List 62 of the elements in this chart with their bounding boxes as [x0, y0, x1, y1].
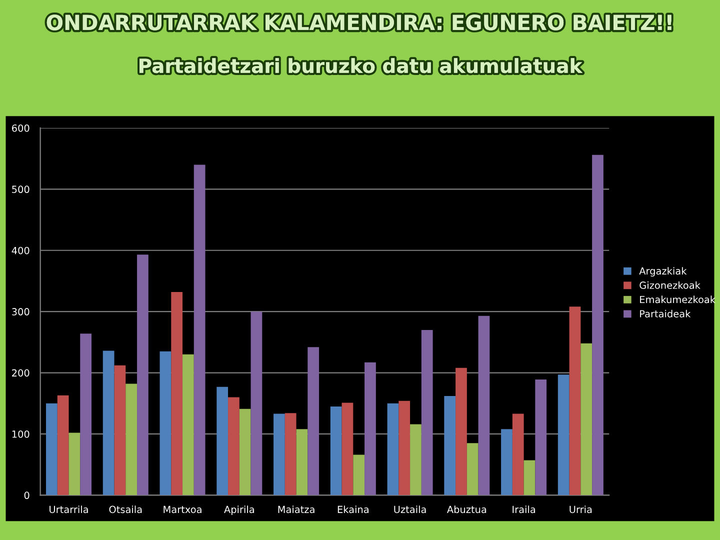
bar	[512, 414, 524, 496]
y-tick-label: 400	[12, 246, 30, 254]
bar	[558, 374, 570, 496]
bar	[478, 316, 490, 496]
legend-label: Partaideak	[640, 310, 691, 318]
bar	[46, 403, 58, 496]
bar	[274, 414, 285, 496]
bar	[501, 429, 512, 496]
bar	[284, 413, 296, 496]
x-tick-label: Urtarrila	[50, 506, 88, 514]
bar	[524, 460, 536, 496]
bar	[250, 312, 262, 496]
chart-title: ONDARRUTARRAK KALAMENDIRA: EGUNERO BAIETZ!!	[46, 14, 672, 30]
bar	[57, 395, 69, 496]
y-tick-label: 300	[12, 308, 30, 316]
y-tick-label: 600	[12, 124, 30, 132]
bar	[171, 292, 183, 496]
bar	[364, 362, 376, 496]
bar	[421, 330, 433, 496]
bar	[228, 397, 240, 496]
bar	[182, 354, 194, 496]
legend-label: Gizonezkoak	[640, 281, 700, 289]
bar	[102, 350, 114, 496]
bar	[398, 400, 410, 496]
bar	[387, 403, 399, 496]
bar	[126, 384, 138, 496]
bar	[466, 443, 478, 496]
bar	[308, 347, 320, 496]
y-tick-label: 500	[12, 186, 30, 194]
bar	[296, 429, 308, 496]
bar	[342, 402, 354, 496]
bar	[68, 432, 80, 496]
x-tick-label: Martxoa	[164, 506, 202, 514]
x-tick-label: Maiatza	[278, 506, 314, 514]
bar	[456, 368, 467, 496]
bar	[592, 154, 604, 496]
bar	[216, 386, 228, 496]
x-tick-label: Urria	[570, 506, 592, 514]
bar	[160, 351, 172, 496]
bar	[80, 334, 92, 496]
legend-label: Argazkiak	[639, 267, 687, 277]
y-tick-label: 200	[12, 369, 30, 377]
y-tick-label: 0	[24, 492, 30, 500]
bar	[137, 254, 148, 496]
bar	[239, 408, 251, 496]
bar	[114, 365, 126, 496]
bar	[330, 406, 342, 496]
bar	[410, 424, 422, 496]
y-tick-label: 100	[12, 430, 30, 438]
bar	[569, 306, 581, 496]
bar	[444, 396, 456, 496]
x-tick-label: Uztaila	[394, 506, 426, 514]
chart-subtitle: Partaidetzari buruzko datu akumulatuak	[140, 58, 583, 74]
x-tick-label: Apirila	[224, 506, 254, 516]
bar	[194, 164, 206, 496]
x-tick-label: Otsaila	[109, 506, 142, 514]
bar	[580, 343, 592, 496]
x-tick-label: Ekaina	[338, 506, 368, 514]
x-tick-label: Iraila	[512, 506, 536, 514]
bar	[353, 454, 365, 496]
bar	[535, 380, 547, 496]
x-tick-label: Abuztua	[446, 506, 486, 514]
